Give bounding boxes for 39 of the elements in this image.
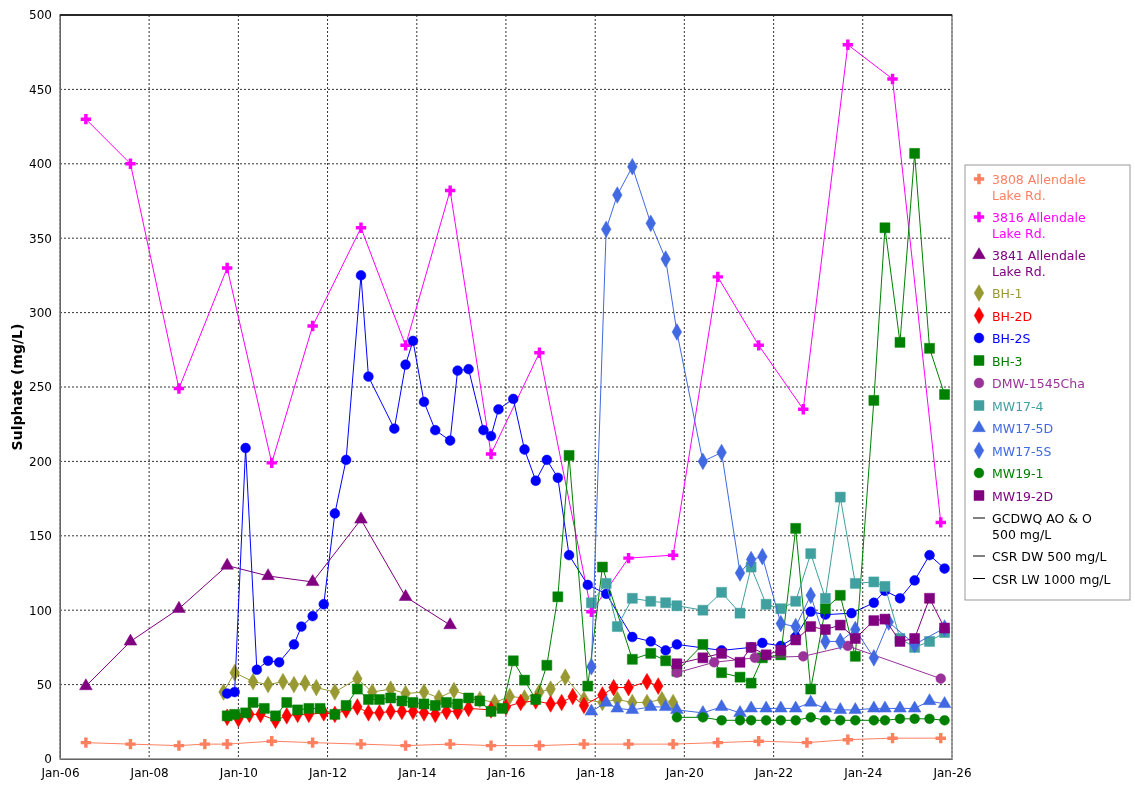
legend-label: MW17-5S [992, 443, 1052, 459]
y-tick-label: 200 [29, 454, 52, 469]
legend-label: CSR LW 1000 mg/L [992, 571, 1111, 587]
legend-label: BH-2S [992, 331, 1031, 346]
legend-label: BH-1 [992, 286, 1023, 301]
y-tick-label: 350 [29, 231, 52, 246]
legend-label: DMW-1545Cha [992, 376, 1085, 391]
x-tick-label: Jan-12 [307, 765, 348, 780]
y-tick-label: 50 [36, 677, 52, 692]
x-tick-label: Jan-10 [218, 765, 258, 780]
x-tick-label: Jan-26 [932, 765, 972, 780]
x-tick-label: Jan-22 [754, 765, 794, 780]
legend-label: MW19-1 [992, 466, 1044, 481]
legend-label: MW17-5D [992, 421, 1054, 436]
legend-label: CSR DW 500 mg/L [992, 549, 1107, 564]
y-tick-label: 300 [29, 305, 52, 320]
legend-label: MW19-2D [992, 488, 1054, 504]
x-tick-label: Jan-06 [40, 765, 80, 780]
x-tick-label: Jan-24 [843, 765, 883, 780]
x-tick-label: Jan-08 [129, 765, 169, 780]
y-tick-label: 250 [29, 380, 52, 395]
y-tick-label: 0 [44, 752, 52, 767]
x-tick-label: Jan-14 [397, 765, 437, 780]
x-tick-label: Jan-20 [664, 765, 704, 780]
legend-label: 3841 Allendale Lake Rd. [992, 248, 1086, 279]
legend-label: 3816 Allendale Lake Rd. [992, 210, 1086, 241]
y-tick-label: 100 [29, 603, 52, 618]
y-tick-label: 150 [29, 529, 52, 544]
legend-label: BH-2D [992, 308, 1033, 324]
legend-label: GCDWQ AO & O 500 mg/L [992, 511, 1093, 542]
y-tick-label: 400 [29, 157, 52, 172]
legend-label: 3808 Allendale Lake Rd. [992, 172, 1086, 203]
x-tick-label: Jan-18 [575, 765, 615, 780]
y-tick-label: 500 [29, 8, 52, 23]
legend-label: BH-3 [992, 353, 1023, 369]
y-axis-title: Sulphate (mg/L) [9, 323, 25, 451]
x-tick-label: Jan-16 [486, 765, 526, 780]
legend-label: MW17-4 [992, 398, 1044, 414]
y-tick-label: 450 [29, 82, 52, 97]
